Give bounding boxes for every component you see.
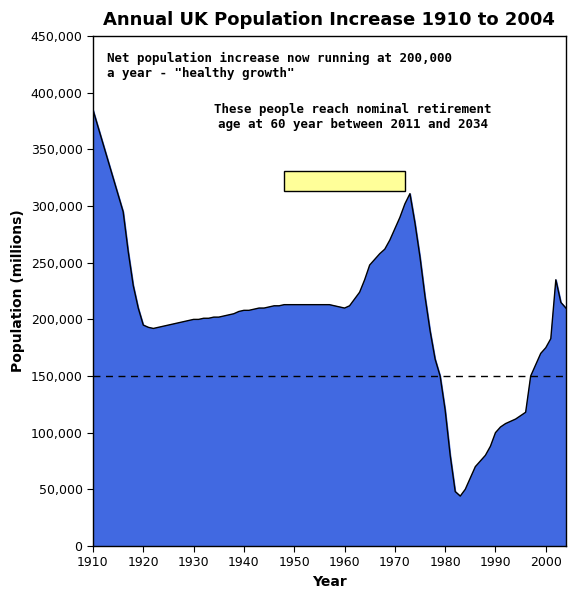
Y-axis label: Population (millions): Population (millions): [11, 209, 25, 373]
X-axis label: Year: Year: [312, 575, 347, 589]
Title: Annual UK Population Increase 1910 to 2004: Annual UK Population Increase 1910 to 20…: [103, 11, 555, 29]
Text: These people reach nominal retirement
age at 60 year between 2011 and 2034: These people reach nominal retirement ag…: [214, 103, 492, 131]
FancyBboxPatch shape: [284, 171, 405, 191]
Text: Net population increase now running at 200,000
a year - "healthy growth": Net population increase now running at 2…: [107, 52, 452, 80]
